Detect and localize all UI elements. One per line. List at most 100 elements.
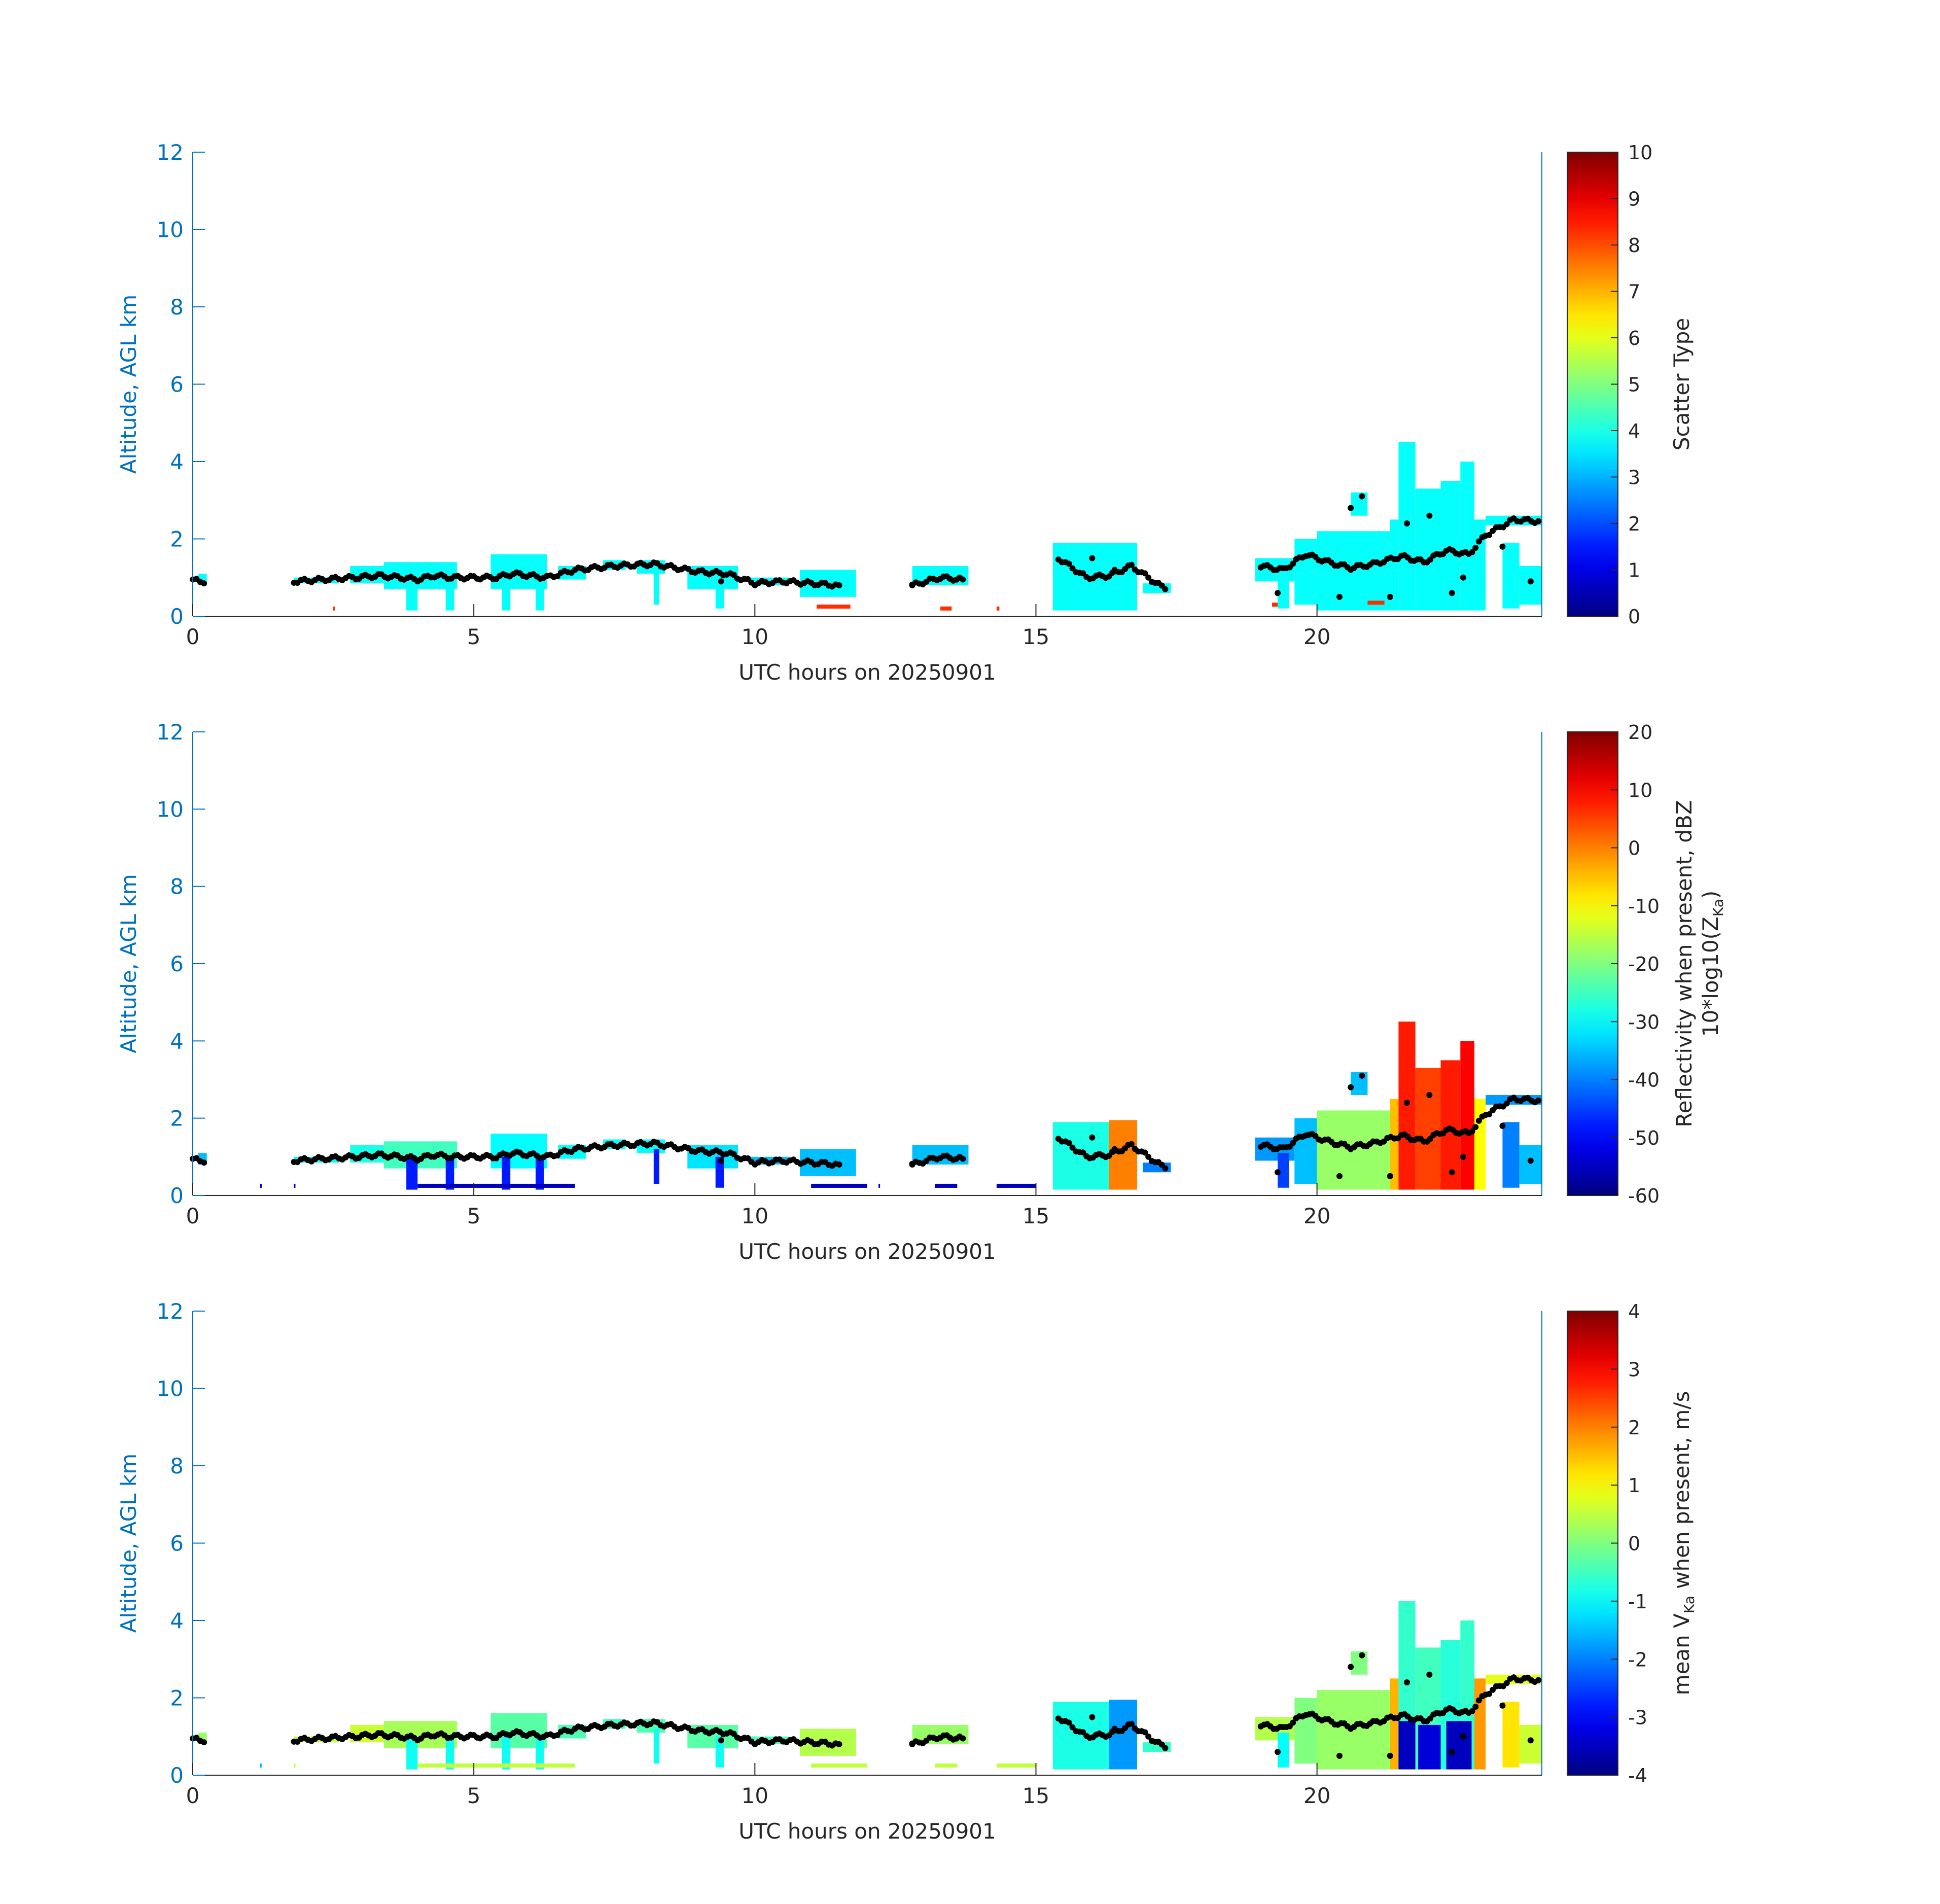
panel-2-echo-column-34	[1502, 1122, 1520, 1188]
panel-3-surface-echo-1	[811, 1763, 867, 1768]
panel-1-y-tick-label: 12	[157, 140, 184, 165]
panel-2-cloud-base-point-205	[1128, 1141, 1135, 1147]
panel-1-cloud-base-point-209	[1142, 570, 1148, 577]
panel-1-cloud-base-point-315	[909, 582, 915, 588]
panel-2-echo-column-35	[1519, 1145, 1542, 1184]
panel-2-echo-column-29	[1415, 1068, 1441, 1190]
panel-3-colorbar-tick-label: 2	[1628, 1417, 1640, 1439]
panel-2-colorbar-tick-label: -20	[1628, 953, 1660, 975]
panel-2-cloud-base-point-310	[1275, 1169, 1281, 1176]
panel-2-cloud-base-point-209	[1142, 1149, 1148, 1156]
panel-1-y-tick-label: 8	[170, 295, 184, 320]
panel-1-cloud-base-point-215	[1162, 586, 1169, 592]
panel-1-cloud-base-point-301	[1348, 505, 1354, 511]
panel-1-echo-column-29	[1440, 481, 1461, 611]
panel-2-colorbar-tick-label: -30	[1628, 1011, 1660, 1033]
panel-2-surface-echo-2	[260, 1183, 262, 1188]
panel-1-surface-echo-3	[940, 606, 952, 611]
panel-1-colorbar-tick-label: 2	[1628, 513, 1640, 535]
panel-3-cloud-base-point-187	[1069, 1724, 1076, 1731]
panel-3-echo-column-6	[445, 1736, 454, 1770]
panel-3-colorbar-tick-label: 0	[1628, 1533, 1640, 1555]
panel-2-cloud-base-point-215	[1162, 1165, 1169, 1172]
panel-1-surface-echo-5	[1272, 603, 1278, 607]
panel-3-surface-echo-4	[417, 1763, 575, 1768]
panel-2-x-tick-label: 10	[742, 1204, 768, 1228]
panel-3-y-tick-label: 12	[157, 1299, 184, 1324]
panel-3-echo-column-9	[536, 1736, 544, 1770]
panel-1-cloud-base-point-4	[201, 580, 207, 587]
panel-3-echo-column-37	[1418, 1724, 1441, 1770]
panel-2-surface-echo-6	[996, 1183, 1036, 1188]
panel-1-cloud-base-point-309	[1527, 578, 1534, 585]
panel-3-cloud-base-point-305	[1426, 1671, 1433, 1678]
panel-1-cloud-base-point-286	[1486, 532, 1493, 538]
panel-1-echo-column-22	[1278, 574, 1289, 609]
panel-2-cloud-base-point-291	[1503, 1100, 1510, 1107]
panel-1-cloud-base-point-283	[1475, 538, 1482, 545]
panel-3-y-axis-label: Altitude, AGL km	[116, 1454, 141, 1633]
panel-2-colorbar-tick-label: 20	[1628, 721, 1652, 744]
panel-1-echo-column-14	[687, 566, 738, 589]
panel-2-colorbar-tick-label: -10	[1628, 895, 1660, 918]
panel-2-echo-column-23	[1278, 1153, 1289, 1188]
panel-3-cloud-base-point-307	[1460, 1733, 1466, 1740]
panel-3-cloud-base-point-315	[909, 1741, 915, 1747]
panel-2-echo-column-5	[406, 1156, 418, 1190]
panel-2-echo-column-30	[1440, 1060, 1461, 1190]
panel-1-echo-column-13	[653, 570, 659, 605]
panel-1-cloud-base-point-312	[1089, 555, 1096, 561]
panel-2-echo-column-32	[1474, 1099, 1486, 1190]
panel-2-cloud-base-point-313	[1111, 1146, 1118, 1152]
panel-3-echo-column-36	[1398, 1721, 1416, 1770]
panel-3-cloud-base-point-209	[1142, 1729, 1148, 1736]
panel-3-y-tick-label: 0	[170, 1763, 184, 1788]
panel-1-surface-echo-4	[996, 606, 1000, 611]
panel-3-cloud-base-point-186	[1066, 1719, 1072, 1726]
panel-1-cloud-base-point-303	[1387, 593, 1393, 600]
panel-3-x-tick-label: 15	[1022, 1783, 1049, 1808]
panel-1-y-axis-label: Altitude, AGL km	[116, 295, 141, 474]
panel-2-cloud-base-point-281	[1469, 1128, 1475, 1135]
panel-3-colorbar-tick-label: -3	[1628, 1707, 1647, 1729]
panel-3-colorbar	[1567, 1311, 1618, 1776]
panel-1-echo-column-30	[1460, 462, 1474, 611]
panel-1-echo-column-5	[406, 577, 418, 611]
panel-2-cloud-base-point-210	[1145, 1153, 1152, 1160]
panel-1-cloud-base-point-166	[836, 582, 842, 588]
panel-1-echo-column-15	[715, 577, 724, 609]
panel-2-cloud-base-point-187	[1069, 1144, 1076, 1151]
panel-1-echo-column-33	[1502, 543, 1520, 609]
panel-1-surface-echo-2	[333, 606, 335, 611]
panel-3-surface-echo-2	[260, 1763, 262, 1768]
panel-3-echo-column-38	[1446, 1721, 1472, 1770]
panel-2-echo-column-15	[715, 1156, 724, 1188]
panel-1-echo-column-8	[502, 577, 511, 611]
panel-1-x-tick-label: 5	[467, 624, 481, 649]
panel-1-colorbar-tick-label: 1	[1628, 559, 1640, 582]
panel-1-echo-column-31	[1474, 519, 1486, 611]
panel-3-cloud-base-point-311	[1336, 1752, 1343, 1759]
panel-1-cloud-base-point-305	[1426, 512, 1433, 519]
panel-2-cloud-base-point-283	[1475, 1117, 1482, 1124]
panel-2-y-tick-label: 2	[170, 1106, 184, 1131]
panel-1-surface-echo-6	[1367, 601, 1385, 605]
panel-3-surface-echo-6	[996, 1763, 1036, 1768]
panel-3-cloud-base-point-306	[1449, 1749, 1455, 1755]
panel-2-cloud-base-point-286	[1486, 1111, 1493, 1117]
panel-1-x-tick-label: 0	[186, 624, 200, 649]
panel-1-cloud-base-point-306	[1449, 590, 1455, 596]
panel-2-x-tick-label: 15	[1022, 1204, 1049, 1228]
panel-1-colorbar-label: Scatter Type	[1669, 318, 1694, 450]
panel-2-cloud-base-point-306	[1449, 1169, 1455, 1176]
panel-1-cloud-base-point-182	[960, 576, 966, 583]
panel-1-y-tick-label: 2	[170, 527, 184, 552]
panel-2-surface-echo-5	[935, 1183, 958, 1188]
panel-2-colorbar-tick-label: -50	[1628, 1127, 1660, 1149]
panel-3-cloud-base-point-210	[1145, 1733, 1152, 1740]
panel-3-cloud-base-point-286	[1486, 1690, 1493, 1697]
panel-2-echo-column-20	[1109, 1120, 1137, 1190]
panel-3-colorbar-tick-label: -4	[1628, 1765, 1647, 1787]
